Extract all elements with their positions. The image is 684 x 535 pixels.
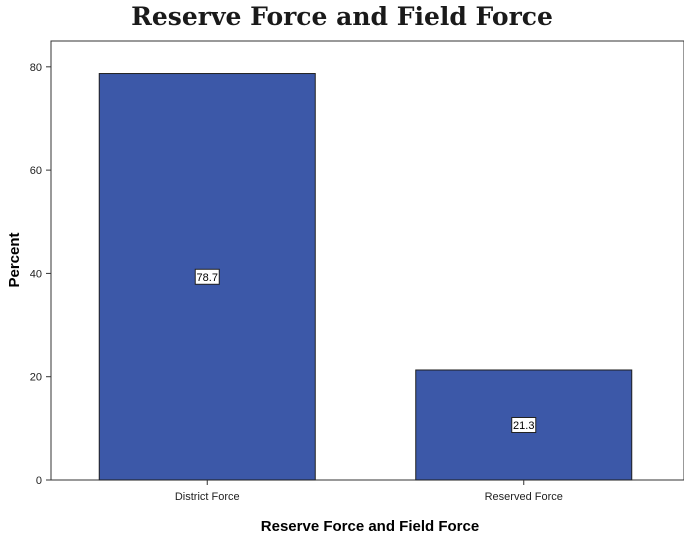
chart-title: Reserve Force and Field Force — [131, 2, 553, 31]
x-tick-label: Reserved Force — [485, 491, 563, 503]
y-tick-label: 0 — [36, 475, 42, 487]
data-label-box — [511, 416, 537, 433]
x-axis: District Force Reserved Force — [175, 480, 563, 503]
data-label-box — [194, 268, 220, 285]
y-tick-label: 80 — [30, 62, 42, 74]
data-label: 78.7 — [194, 268, 220, 285]
y-tick-label: 20 — [30, 372, 42, 384]
data-label-text: 78.7 — [197, 272, 218, 284]
y-tick-label: 40 — [30, 268, 42, 280]
x-tick-label: District Force — [175, 491, 240, 503]
bars: 78.7 21.3 — [98, 73, 633, 481]
data-label-text: 21.3 — [513, 420, 534, 432]
data-label: 21.3 — [511, 416, 537, 433]
y-tick-label: 60 — [30, 165, 42, 177]
y-axis-title: Percent — [6, 232, 23, 287]
x-axis-title: Reserve Force and Field Force — [261, 518, 479, 535]
y-axis: 0 20 40 60 80 — [30, 62, 51, 487]
